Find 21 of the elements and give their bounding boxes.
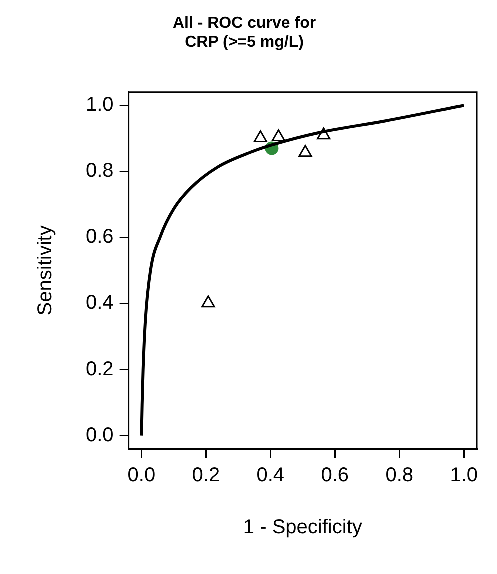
y-tick-label: 0.4 <box>86 292 114 314</box>
chart-title: All - ROC curve for CRP (>=5 mg/L) <box>172 15 316 52</box>
x-tick-label: 0.8 <box>386 464 414 487</box>
x-axis-title: 1 - Specificity <box>243 516 362 539</box>
y-tick-label: 0.0 <box>86 424 114 446</box>
y-tick-label: 0.8 <box>86 160 114 182</box>
y-tick-label: 1.0 <box>86 94 114 116</box>
point <box>317 128 331 140</box>
x-tick-label: 0.4 <box>256 464 285 487</box>
x-tick-label: 0.6 <box>321 464 350 487</box>
x-tick-label: 0.0 <box>128 464 156 487</box>
point <box>202 296 216 308</box>
y-tick-label: 0.2 <box>86 358 114 380</box>
x-tick-label: 1.0 <box>450 464 478 487</box>
x-tick-label: 0.2 <box>192 464 220 487</box>
point <box>298 145 312 158</box>
line-series <box>140 104 466 438</box>
point <box>254 130 268 143</box>
y-tick-label: 0.6 <box>86 226 114 248</box>
point <box>272 130 286 142</box>
y-axis-title: Sensitivity <box>34 226 57 316</box>
